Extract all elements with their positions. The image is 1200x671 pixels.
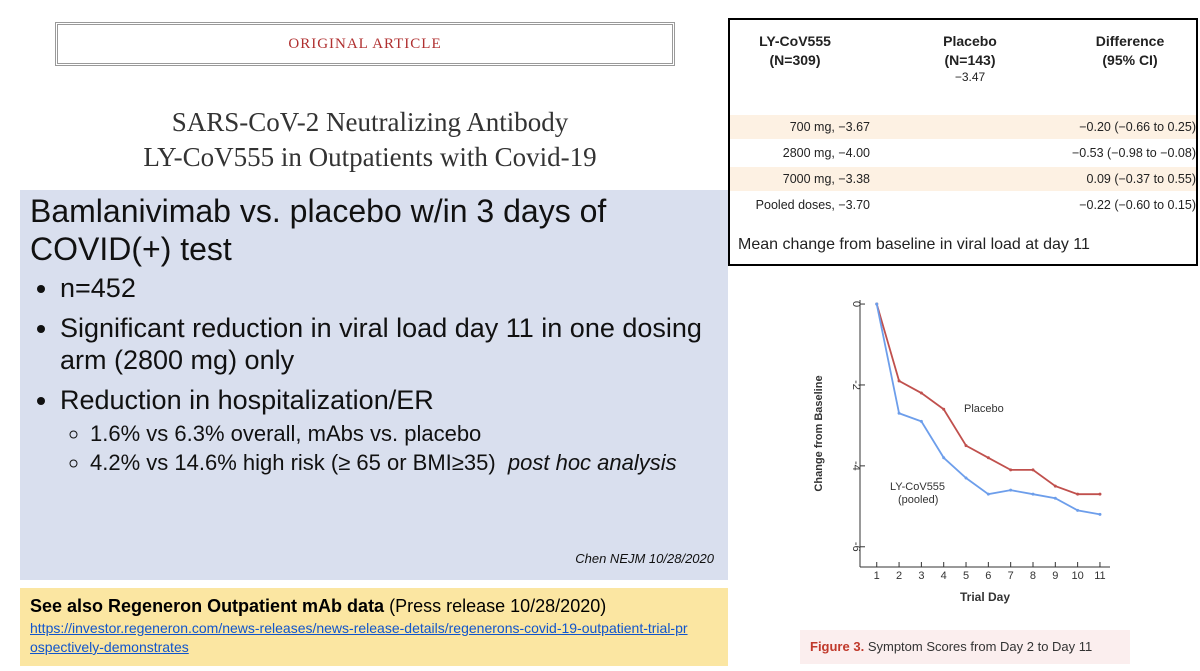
bullet: Reduction in hospitalization/ER 1.6% vs … (60, 384, 718, 476)
sub-bullet: 4.2% vs 14.6% high risk (≥ 65 or BMI≥35)… (90, 449, 718, 476)
data-point (1076, 492, 1080, 496)
series-label: LY-CoV555 (pooled) (890, 481, 945, 506)
x-tick-label: 9 (1052, 570, 1058, 582)
x-tick-label: 7 (1008, 570, 1014, 582)
label-part: (pooled) (898, 494, 938, 506)
x-tick-label: 8 (1030, 570, 1036, 582)
bullet: Significant reduction in viral load day … (60, 312, 718, 376)
header-line: (95% CI) (1102, 52, 1158, 68)
results-table: LY-CoV555 (N=309) Placebo (N=143) −3.47 … (728, 18, 1198, 266)
data-point (1009, 468, 1013, 472)
x-tick-label: 2 (896, 570, 902, 582)
table-cell: 7000 mg, −3.38 (782, 172, 870, 186)
x-tick-label: 6 (985, 570, 991, 582)
table-header: Difference (95% CI) (1070, 32, 1190, 70)
summary-heading: Bamlanivimab vs. placebo w/in 3 days of … (30, 193, 607, 267)
y-tick-label: 0 (850, 301, 862, 307)
x-tick-label: 11 (1094, 570, 1105, 582)
header-line: −3.47 (954, 70, 986, 84)
title-line: LY-CoV555 in Outpatients with Covid-19 (143, 142, 597, 172)
data-point (964, 444, 968, 448)
table-cell: 0.09 (−0.37 to 0.55) (1086, 172, 1196, 186)
y-tick-label: -2 (850, 380, 862, 390)
table-caption: Mean change from baseline in viral load … (738, 236, 1090, 253)
table-row: 700 mg, −3.67 −0.20 (−0.66 to 0.25) (730, 115, 1196, 139)
series-label: Placebo (964, 403, 1004, 415)
data-point (1009, 488, 1013, 492)
table-cell: −0.20 (−0.66 to 0.25) (1079, 120, 1196, 134)
data-point (1031, 468, 1035, 472)
chart: Figure 3. Symptom Scores from Day 2 to D… (800, 300, 1130, 664)
data-point (1098, 492, 1102, 496)
data-point (1053, 496, 1057, 500)
header-line: Placebo (943, 33, 997, 49)
bullet-list: n=452 Significant reduction in viral loa… (30, 272, 718, 476)
table-row: Pooled doses, −3.70 −0.22 (−0.60 to 0.15) (730, 193, 1196, 217)
table-header: Placebo (N=143) −3.47 (910, 32, 1030, 84)
footer-box: See also Regeneron Outpatient mAb data (… (20, 588, 728, 666)
emphasis: post hoc analysis (507, 450, 677, 475)
series-line (875, 303, 1100, 496)
data-point (986, 456, 990, 460)
bullet: n=452 (60, 272, 718, 304)
x-tick-label: 1 (874, 570, 880, 582)
sub-bullet: 1.6% vs 6.3% overall, mAbs vs. placebo (90, 420, 718, 447)
data-point (919, 419, 923, 423)
header-line: LY-CoV555 (759, 33, 831, 49)
footer-line: See also Regeneron Outpatient mAb data (… (30, 596, 718, 617)
header-line: (N=143) (944, 52, 996, 68)
citation: Chen NEJM 10/28/2020 (575, 551, 714, 566)
table-cell: −0.22 (−0.60 to 0.15) (1079, 198, 1196, 212)
data-point (897, 379, 901, 383)
footer-lead: See also Regeneron Outpatient mAb data (30, 596, 385, 616)
data-point (986, 492, 990, 496)
summary-box: Bamlanivimab vs. placebo w/in 3 days of … (20, 190, 728, 580)
data-point (1098, 512, 1102, 516)
table-cell: −0.53 (−0.98 to −0.08) (1071, 146, 1196, 160)
data-point (1053, 484, 1057, 488)
table-header: LY-CoV555 (N=309) (740, 32, 850, 70)
data-point (919, 391, 923, 395)
data-point (1031, 492, 1035, 496)
data-point (1076, 508, 1080, 512)
table-row: 7000 mg, −3.38 0.09 (−0.37 to 0.55) (730, 167, 1196, 191)
data-point (875, 302, 879, 306)
y-tick-label: -4 (850, 461, 862, 471)
x-tick-label: 4 (941, 570, 947, 582)
table-row: 2800 mg, −4.00 −0.53 (−0.98 to −0.08) (730, 141, 1196, 165)
y-tick-label: -6 (850, 542, 862, 552)
title-line: SARS-CoV-2 Neutralizing Antibody (171, 107, 569, 137)
footer-link[interactable]: https://investor.regeneron.com/news-rele… (30, 620, 688, 655)
y-axis-title: Change from Baseline (813, 375, 825, 491)
data-point (897, 411, 901, 415)
x-tick-label: 5 (963, 570, 969, 582)
table-cell: Pooled doses, −3.70 (755, 198, 870, 212)
article-label: ORIGINAL ARTICLE (55, 22, 675, 66)
caption-text: Symptom Scores from Day 2 to Day 11 (868, 639, 1092, 654)
sub-text: 4.2% vs 14.6% high risk (≥ 65 or BMI≥35) (90, 450, 496, 475)
caption-label: Figure 3. (810, 639, 864, 654)
table-cell: 2800 mg, −4.00 (782, 146, 870, 160)
data-point (942, 407, 946, 411)
data-point (964, 476, 968, 480)
x-tick-label: 10 (1072, 570, 1084, 582)
sub-list: 1.6% vs 6.3% overall, mAbs vs. placebo 4… (60, 420, 718, 476)
article-title: SARS-CoV-2 Neutralizing Antibody LY-CoV5… (30, 105, 710, 175)
data-point (942, 456, 946, 460)
header-line: Difference (1095, 33, 1165, 49)
label-part: LY-CoV555 (890, 481, 945, 493)
footer-note: (Press release 10/28/2020) (389, 596, 607, 616)
chart-caption: Figure 3. Symptom Scores from Day 2 to D… (810, 639, 1092, 654)
table-cell: 700 mg, −3.67 (789, 120, 870, 134)
x-tick-label: 3 (918, 570, 924, 582)
header-line: (N=309) (769, 52, 821, 68)
x-axis-title: Trial Day (960, 590, 1010, 604)
bullet-text: Reduction in hospitalization/ER (60, 385, 434, 415)
caption-bg (800, 630, 1130, 664)
